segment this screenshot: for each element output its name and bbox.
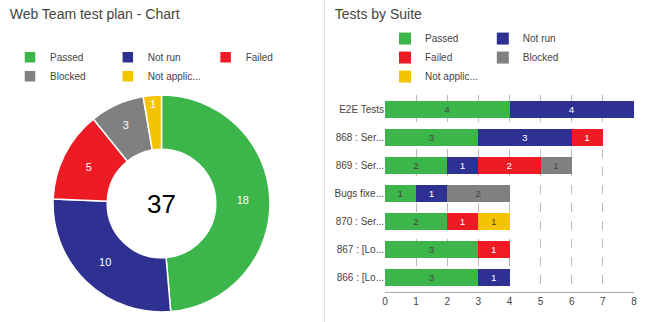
svg-text:E2E Tests: E2E Tests: [339, 104, 384, 115]
svg-text:Blocked: Blocked: [50, 71, 86, 82]
svg-text:1: 1: [429, 188, 435, 199]
svg-text:867 : [Lo...: 867 : [Lo...: [337, 244, 384, 255]
svg-text:Not run: Not run: [148, 52, 181, 63]
svg-text:0: 0: [382, 296, 388, 307]
svg-text:10: 10: [99, 256, 111, 268]
svg-text:2: 2: [475, 188, 481, 199]
svg-text:5: 5: [538, 296, 544, 307]
svg-text:2: 2: [413, 160, 419, 171]
svg-text:1: 1: [413, 296, 419, 307]
svg-text:Passed: Passed: [50, 52, 83, 63]
svg-text:1: 1: [150, 98, 156, 110]
svg-text:Failed: Failed: [246, 52, 273, 63]
svg-text:Bugs fixe...: Bugs fixe...: [335, 188, 384, 199]
svg-text:1: 1: [460, 160, 466, 171]
svg-text:4: 4: [569, 104, 575, 115]
svg-text:4: 4: [507, 296, 513, 307]
svg-text:4: 4: [444, 104, 450, 115]
svg-text:Blocked: Blocked: [523, 52, 559, 63]
svg-text:3: 3: [123, 119, 129, 131]
svg-text:Not run: Not run: [523, 33, 556, 44]
svg-text:3: 3: [429, 132, 435, 143]
svg-text:1: 1: [491, 272, 497, 283]
svg-text:3: 3: [429, 244, 435, 255]
svg-text:2: 2: [413, 216, 419, 227]
svg-text:3: 3: [429, 272, 435, 283]
svg-text:2: 2: [444, 296, 450, 307]
svg-text:1: 1: [491, 216, 497, 227]
svg-text:1: 1: [398, 188, 404, 199]
svg-text:866 : [Lo...: 866 : [Lo...: [337, 272, 384, 283]
svg-text:8: 8: [631, 296, 637, 307]
svg-text:Passed: Passed: [425, 33, 458, 44]
svg-text:870 : Ser...: 870 : Ser...: [336, 216, 384, 227]
svg-text:1: 1: [491, 244, 497, 255]
svg-text:18: 18: [237, 194, 249, 206]
svg-text:1: 1: [460, 216, 466, 227]
svg-text:1: 1: [584, 132, 590, 143]
svg-text:7: 7: [600, 296, 606, 307]
svg-text:Failed: Failed: [425, 52, 452, 63]
svg-text:3: 3: [522, 132, 528, 143]
svg-text:3: 3: [476, 296, 482, 307]
svg-text:Not applic...: Not applic...: [148, 71, 201, 82]
svg-text:Tests by Suite: Tests by Suite: [335, 6, 422, 22]
svg-text:Not applic...: Not applic...: [425, 71, 478, 82]
svg-text:6: 6: [569, 296, 575, 307]
svg-text:1: 1: [553, 160, 559, 171]
svg-text:868 : Ser...: 868 : Ser...: [336, 132, 384, 143]
svg-text:869 : Ser...: 869 : Ser...: [336, 160, 384, 171]
svg-text:37: 37: [147, 189, 176, 219]
svg-text:5: 5: [86, 161, 92, 173]
svg-text:2: 2: [507, 160, 513, 171]
svg-text:Web Team test plan - Chart: Web Team test plan - Chart: [10, 6, 180, 22]
